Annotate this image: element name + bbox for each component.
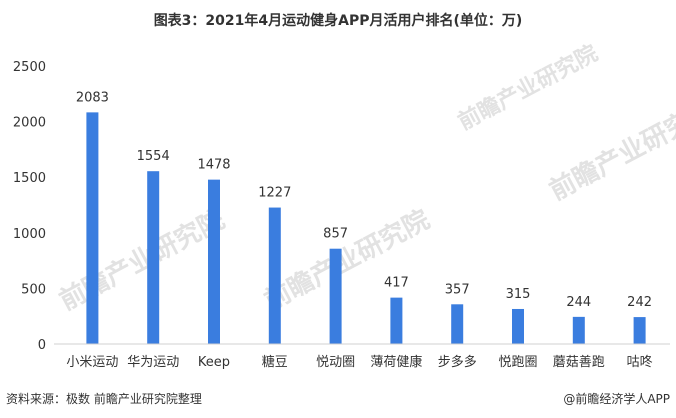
data-label: 2083 <box>76 90 109 105</box>
data-label: 1478 <box>197 158 230 173</box>
x-axis: 小米运动 华为运动 Keep 糖豆 悦动圈 薄荷健康 步多多 悦跑圈 蘑菇善跑 咕咚 <box>54 343 670 370</box>
data-label: 315 <box>506 287 531 302</box>
data-label: 357 <box>445 282 470 297</box>
bar <box>208 179 220 344</box>
data-label: 1554 <box>137 149 170 164</box>
brand-credit: @前瞻经济学人APP <box>563 392 670 406</box>
bar <box>86 112 99 345</box>
y-tick-label: 1000 <box>13 227 46 242</box>
x-tick-label: 步多多 <box>438 354 477 370</box>
data-labels: 2083 1554 1478 1227 857 417 357 315 244 242 <box>76 90 652 310</box>
y-tick-label: 500 <box>21 282 46 297</box>
data-label: 857 <box>323 227 348 242</box>
bar <box>512 308 524 344</box>
y-tick-label: 0 <box>38 338 46 353</box>
bar <box>633 317 646 344</box>
y-tick-label: 2500 <box>13 60 46 75</box>
bar <box>329 248 342 344</box>
x-tick-label: 华为运动 <box>127 355 179 370</box>
x-tick-label: 悦跑圈 <box>498 355 537 370</box>
y-tick-label: 1500 <box>13 171 46 186</box>
data-label: 417 <box>384 276 409 291</box>
bar <box>390 297 403 344</box>
x-tick-label: 蘑菇善跑 <box>553 354 605 370</box>
data-label: 242 <box>627 295 652 310</box>
data-label: 244 <box>566 295 591 310</box>
x-tick-label: Keep <box>198 355 230 370</box>
bar <box>268 207 281 344</box>
y-axis: 0 500 1000 1500 2000 2500 <box>13 60 46 353</box>
source-note: 资料来源：极数 前瞻产业研究院整理 <box>6 392 202 406</box>
chart-title: 图表3：2021年4月运动健身APP月活用户排名(单位：万) <box>153 13 523 29</box>
bars <box>86 112 646 345</box>
data-label: 1227 <box>258 186 291 201</box>
y-tick-label: 2000 <box>13 116 46 131</box>
x-tick-label: 糖豆 <box>262 354 288 370</box>
x-tick-label: 小米运动 <box>66 355 118 370</box>
x-tick-label: 咕咚 <box>627 354 653 370</box>
bar <box>451 304 464 344</box>
x-tick-label: 悦动圈 <box>316 355 355 370</box>
bar <box>572 316 585 344</box>
bar <box>147 171 160 344</box>
x-tick-label: 薄荷健康 <box>370 354 422 370</box>
